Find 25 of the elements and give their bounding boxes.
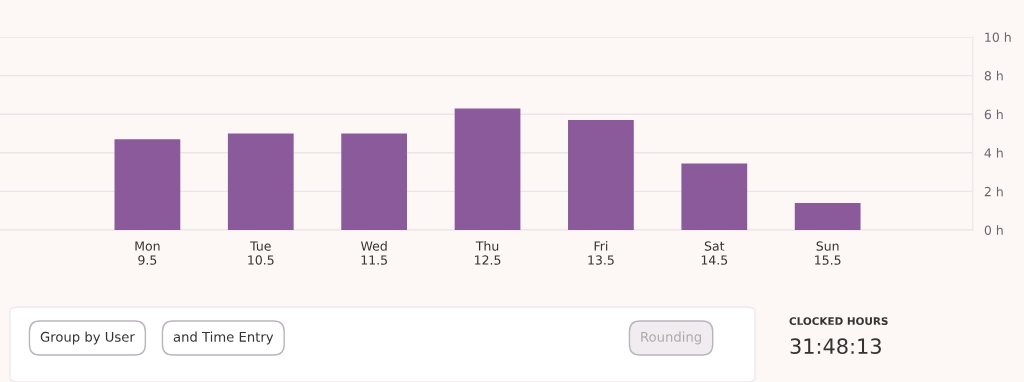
x-tick-label: Mon 9.5 — [135, 241, 160, 265]
x-tick-label: Wed 11.5 — [360, 241, 387, 265]
x-tick-label: Thu 12.5 — [474, 241, 501, 265]
text: and Time Entry — [173, 331, 274, 345]
y-tick-label: 8 h — [984, 70, 1003, 81]
text: Rounding — [641, 331, 701, 345]
text: CLOCKED HOURS — [789, 317, 888, 326]
bar — [794, 202, 861, 230]
x-tick-label: Tue 10.5 — [248, 241, 274, 265]
y-tick-label: 0 h — [984, 225, 1003, 235]
y-tick-label: 10 h — [985, 32, 1011, 42]
text: 31:48:13 — [790, 338, 881, 355]
y-tick-label: 6 h — [984, 109, 1003, 120]
bar — [568, 119, 634, 230]
x-tick-label: Sun 15.5 — [815, 241, 841, 265]
bar — [341, 133, 408, 230]
bar — [454, 108, 521, 230]
bar — [114, 139, 181, 230]
x-tick-label: Sat 14.5 — [701, 241, 728, 265]
text: Group by User — [40, 331, 135, 345]
bar — [227, 133, 294, 230]
bar — [681, 163, 748, 230]
y-tick-label: 4 h — [984, 148, 1003, 158]
x-tick-label: Fri 13.5 — [588, 241, 614, 265]
y-tick-label: 2 h — [984, 186, 1003, 197]
